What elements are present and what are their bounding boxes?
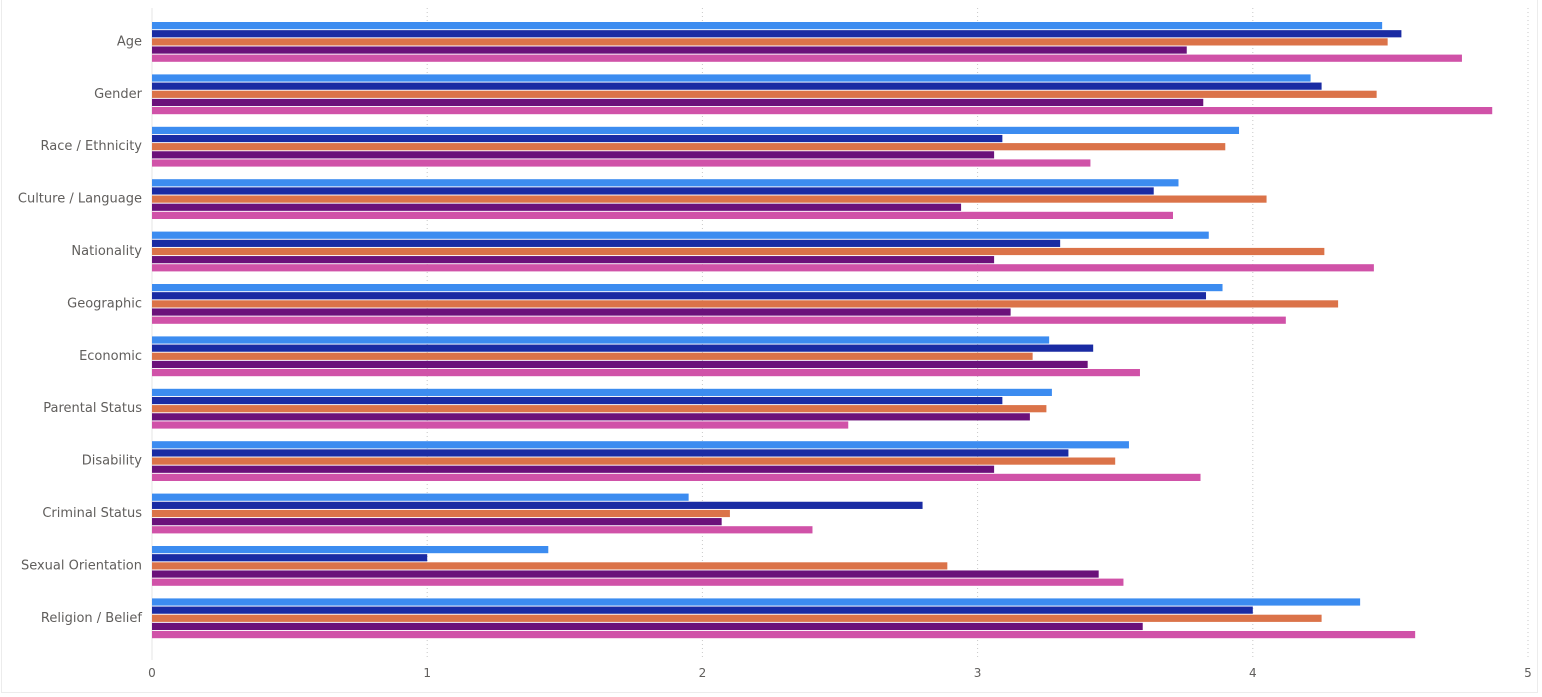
- bar[interactable]: [152, 473, 1201, 481]
- bar[interactable]: [152, 493, 689, 501]
- bar[interactable]: [152, 457, 1116, 465]
- bar[interactable]: [152, 134, 1003, 143]
- category-label: Criminal Status: [42, 506, 142, 521]
- bar[interactable]: [152, 151, 995, 159]
- x-tick-label: 5: [1524, 666, 1532, 680]
- bar[interactable]: [152, 239, 1061, 247]
- x-tick-label: 2: [699, 666, 707, 680]
- category-label: Parental Status: [43, 401, 142, 416]
- category-label: Race / Ethnicity: [41, 139, 143, 154]
- bar[interactable]: [152, 578, 1124, 586]
- bar[interactable]: [152, 388, 1052, 396]
- category-label: Gender: [94, 87, 143, 102]
- bar[interactable]: [152, 465, 995, 473]
- bar[interactable]: [152, 292, 1207, 300]
- bar[interactable]: [152, 126, 1240, 134]
- bars: [152, 22, 1493, 639]
- bar[interactable]: [152, 369, 1140, 377]
- bar[interactable]: [152, 316, 1286, 324]
- bar[interactable]: [152, 352, 1033, 360]
- bar[interactable]: [152, 231, 1209, 239]
- category-label: Geographic: [67, 296, 142, 311]
- bar[interactable]: [152, 107, 1493, 115]
- category-labels: Age Gender Race / Ethnicity Culture / Langu…: [18, 34, 143, 625]
- bar[interactable]: [152, 570, 1099, 578]
- x-tick-label: 3: [974, 666, 982, 680]
- category-label: Religion / Belief: [41, 611, 143, 626]
- bar[interactable]: [152, 98, 1204, 107]
- bar[interactable]: [152, 518, 722, 526]
- bar[interactable]: [152, 336, 1050, 344]
- bar[interactable]: [152, 195, 1267, 203]
- x-tick-label: 0: [148, 666, 156, 680]
- bar[interactable]: [152, 143, 1226, 151]
- bar[interactable]: [152, 82, 1322, 90]
- bar[interactable]: [152, 38, 1388, 46]
- x-tick-label: 1: [423, 666, 431, 680]
- bar[interactable]: [152, 211, 1173, 219]
- bar[interactable]: [152, 54, 1462, 62]
- category-label: Disability: [82, 454, 143, 469]
- bar[interactable]: [152, 501, 923, 509]
- category-label: Economic: [79, 349, 142, 364]
- bar[interactable]: [152, 405, 1047, 413]
- bar[interactable]: [152, 360, 1088, 369]
- bar[interactable]: [152, 30, 1402, 38]
- bar[interactable]: [152, 631, 1416, 639]
- bar[interactable]: [152, 606, 1253, 614]
- bar[interactable]: [152, 598, 1361, 606]
- bar[interactable]: [152, 308, 1011, 316]
- bar[interactable]: [152, 22, 1383, 30]
- bar[interactable]: [152, 509, 730, 518]
- category-label: Culture / Language: [18, 192, 142, 207]
- bar[interactable]: [152, 421, 849, 429]
- bar[interactable]: [152, 46, 1187, 54]
- bar[interactable]: [152, 203, 962, 211]
- x-tick-label: 4: [1249, 666, 1257, 680]
- bar[interactable]: [152, 284, 1223, 292]
- category-label: Sexual Orientation: [21, 558, 142, 573]
- bar[interactable]: [152, 413, 1030, 421]
- bar[interactable]: [152, 622, 1143, 631]
- category-label: Nationality: [71, 244, 142, 259]
- bar[interactable]: [152, 441, 1129, 449]
- bar[interactable]: [152, 526, 813, 534]
- bar[interactable]: [152, 396, 1003, 405]
- bar[interactable]: [152, 179, 1179, 187]
- bar[interactable]: [152, 614, 1322, 622]
- bar[interactable]: [152, 90, 1377, 98]
- bar[interactable]: [152, 74, 1311, 82]
- bar[interactable]: [152, 264, 1374, 272]
- bar[interactable]: [152, 247, 1325, 256]
- bar[interactable]: [152, 300, 1339, 308]
- bar[interactable]: [152, 546, 549, 554]
- bar[interactable]: [152, 256, 995, 264]
- category-label: Age: [117, 34, 142, 49]
- bar[interactable]: [152, 159, 1091, 167]
- bar[interactable]: [152, 344, 1094, 352]
- bar[interactable]: [152, 187, 1154, 195]
- bar[interactable]: [152, 449, 1069, 457]
- bar[interactable]: [152, 554, 428, 562]
- bar[interactable]: [152, 562, 948, 570]
- x-tick-labels: 0 1 2 3 4 5: [148, 666, 1532, 680]
